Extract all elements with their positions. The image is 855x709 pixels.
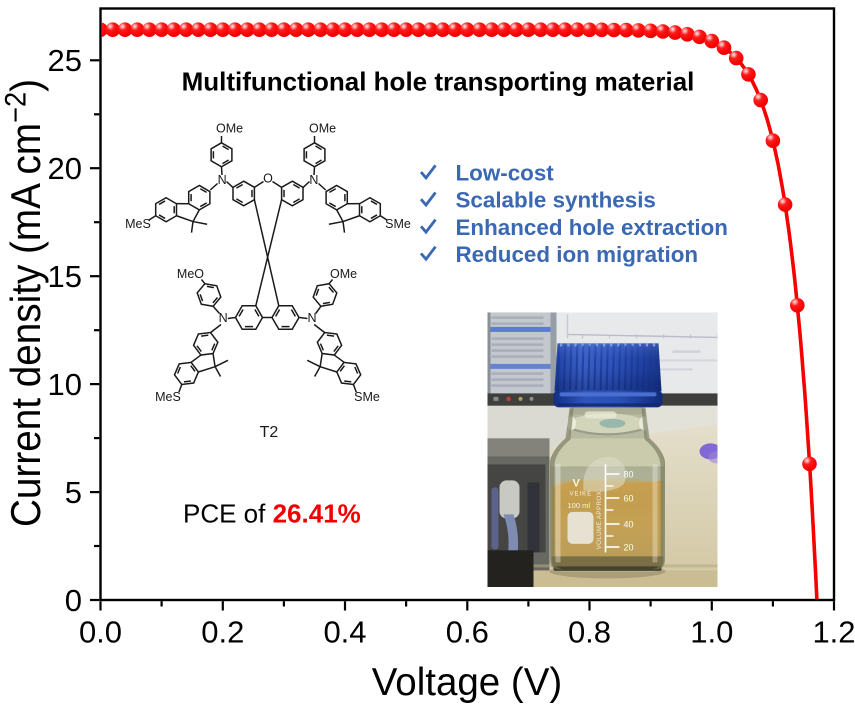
svg-text:V: V — [573, 477, 581, 489]
svg-text:Reduced ion migration: Reduced ion migration — [456, 242, 699, 267]
svg-text:Low-cost: Low-cost — [456, 161, 555, 186]
svg-text:MeO: MeO — [177, 267, 204, 281]
svg-text:VEIKE: VEIKE — [570, 491, 593, 497]
svg-text:N: N — [219, 311, 228, 325]
svg-text:0: 0 — [65, 583, 82, 618]
svg-text:25: 25 — [48, 43, 82, 78]
svg-text:0.0: 0.0 — [79, 615, 122, 650]
svg-text:OMe: OMe — [330, 267, 357, 281]
svg-text:0.4: 0.4 — [323, 615, 366, 650]
svg-text:T2: T2 — [260, 424, 279, 441]
svg-text:PCE of 26.41%: PCE of 26.41% — [183, 499, 361, 529]
svg-text:10: 10 — [48, 367, 82, 402]
svg-text:100 ml: 100 ml — [568, 501, 591, 510]
svg-text:N: N — [307, 311, 316, 325]
svg-text:0.6: 0.6 — [446, 615, 489, 650]
svg-text:0.8: 0.8 — [568, 615, 611, 650]
svg-text:MeS: MeS — [125, 217, 151, 231]
svg-text:5: 5 — [65, 475, 82, 510]
svg-text:SMe: SMe — [385, 217, 411, 231]
svg-text:OMe: OMe — [309, 122, 336, 136]
svg-text:Current density (mA cm−2): Current density (mA cm−2) — [0, 79, 49, 527]
svg-text:OMe: OMe — [216, 122, 243, 136]
svg-text:1.0: 1.0 — [690, 615, 733, 650]
svg-text:40: 40 — [624, 520, 634, 530]
svg-text:60: 60 — [624, 494, 634, 504]
svg-text:15: 15 — [48, 259, 82, 294]
svg-text:20: 20 — [624, 543, 634, 553]
svg-text:Multifunctional hole transport: Multifunctional hole transporting materi… — [182, 67, 695, 97]
svg-text:0.2: 0.2 — [201, 615, 244, 650]
svg-text:20: 20 — [48, 151, 82, 186]
svg-text:SMe: SMe — [354, 390, 380, 404]
svg-text:Voltage (V): Voltage (V) — [372, 661, 562, 704]
svg-text:N: N — [309, 173, 318, 187]
svg-text:N: N — [218, 173, 227, 187]
svg-text:VOLUME APPROX.: VOLUME APPROX. — [596, 489, 603, 550]
svg-text:MeS: MeS — [155, 390, 181, 404]
svg-text:O: O — [263, 172, 273, 186]
svg-text:Scalable synthesis: Scalable synthesis — [456, 188, 656, 213]
svg-text:Enhanced hole extraction: Enhanced hole extraction — [456, 215, 728, 240]
svg-text:80: 80 — [624, 470, 634, 480]
svg-text:1.2: 1.2 — [812, 615, 855, 650]
